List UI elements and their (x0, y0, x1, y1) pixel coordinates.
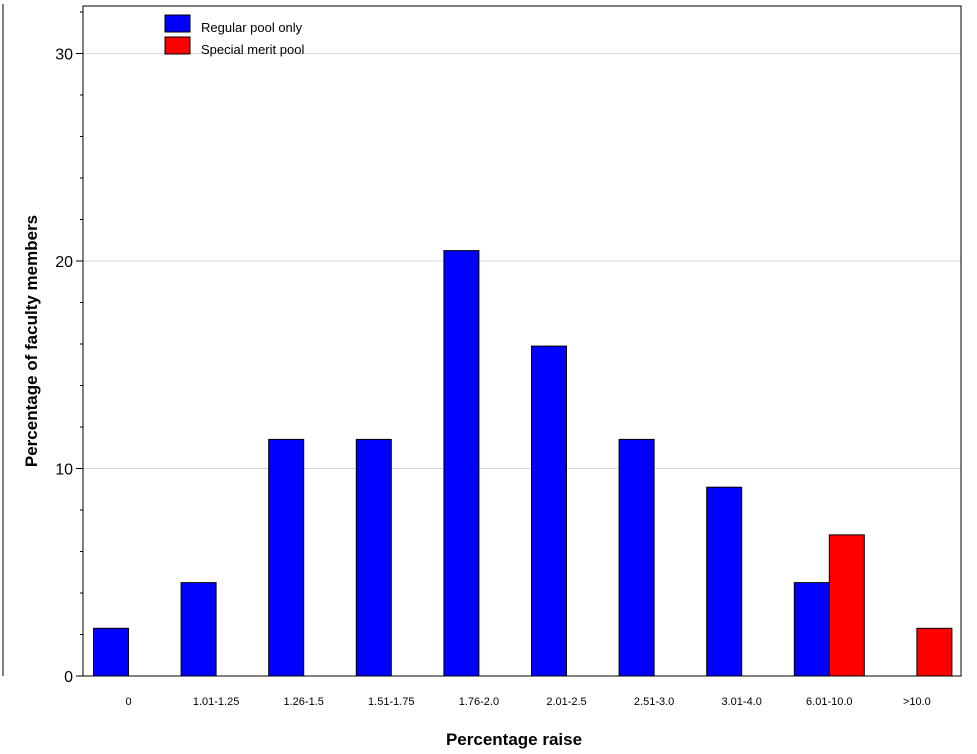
y-axis-ticks: 0 10 20 30 (55, 11, 83, 686)
legend-swatch-special (164, 36, 191, 55)
bar-regular-pool (180, 582, 217, 677)
bar-regular-pool (618, 438, 655, 677)
legend: Regular pool only Special merit pool (164, 14, 304, 57)
y-tick-label: 30 (55, 47, 73, 64)
plot-frame (82, 5, 962, 677)
x-category-label: 3.01-4.0 (722, 696, 762, 708)
gridlines (83, 53, 961, 469)
bar-special-merit-pool (828, 534, 865, 677)
x-category-label: 1.26-1.5 (284, 696, 324, 708)
bar-regular-pool (93, 627, 129, 677)
x-category-label: 6.01-10.0 (806, 696, 852, 708)
x-category-label: 1.01-1.25 (193, 696, 239, 708)
bars (93, 250, 953, 677)
y-tick-label: 10 (55, 462, 73, 479)
legend-label-special: Special merit pool (201, 42, 304, 57)
bar-regular-pool (355, 438, 392, 677)
legend-swatch-regular (164, 14, 191, 33)
x-axis-category-labels: 0 1.01-1.25 1.26-1.5 1.51-1.75 1.76-2.0 2.01-… (125, 696, 930, 708)
bar-regular-pool (531, 345, 567, 677)
x-category-label: 2.51-3.0 (634, 696, 674, 708)
y-tick-label: 0 (64, 669, 73, 686)
bar-regular-pool (706, 486, 743, 677)
legend-label-regular: Regular pool only (201, 20, 303, 35)
y-tick-label: 20 (55, 254, 73, 271)
bar-regular-pool (268, 438, 305, 677)
x-axis-title: Percentage raise (446, 730, 582, 749)
x-category-label: 1.51-1.75 (368, 696, 414, 708)
x-category-label: 0 (125, 696, 131, 708)
x-category-label: 2.01-2.5 (546, 696, 586, 708)
bar-regular-pool (793, 582, 830, 677)
x-category-label: 1.76-2.0 (459, 696, 499, 708)
y-axis-title: Percentage of faculty members (22, 215, 41, 467)
bar-regular-pool (443, 250, 480, 677)
x-category-label: >10.0 (903, 696, 931, 708)
bar-special-merit-pool (916, 627, 953, 677)
